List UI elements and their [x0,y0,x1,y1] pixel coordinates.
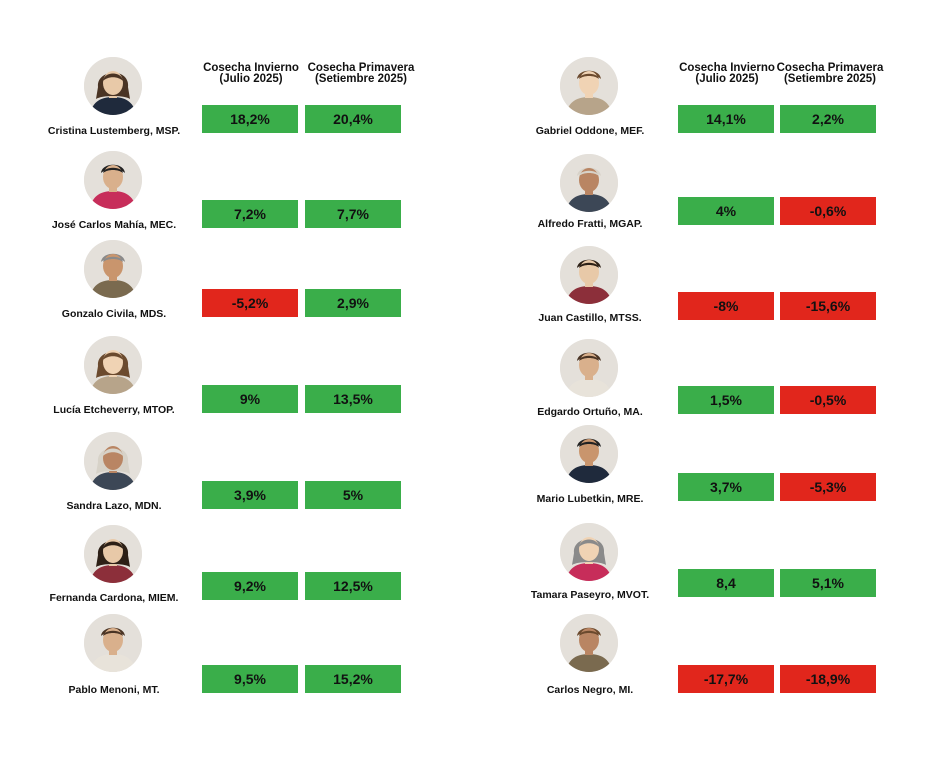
value-cell-invierno: 1,5% [678,386,774,414]
value-cell-primavera: 7,7% [305,200,401,228]
column-header-invierno: Cosecha Invierno (Julio 2025) [195,62,307,85]
man-portrait-icon [560,614,618,672]
column-header-invierno-line2: (Julio 2025) [219,73,283,85]
minister-name: Pablo Menoni, MT. [68,684,160,696]
value-cell-primavera: 12,5% [305,572,401,600]
minister-name: Carlos Negro, MI. [546,684,634,696]
column-header-primavera-line1: Cosecha Primavera [776,62,884,74]
value-cell-primavera: 13,5% [305,385,401,413]
woman-portrait-icon [84,336,142,394]
value-cell-primavera: -0,6% [780,197,876,225]
column-header-invierno-line1: Cosecha Invierno [203,62,299,74]
minister-name: Gabriel Oddone, MEF. [535,125,645,137]
minister-name: Sandra Lazo, MDN. [66,500,162,512]
woman-portrait-icon [84,57,142,115]
woman-portrait-icon [560,523,618,581]
value-cell-invierno: 8,4 [678,569,774,597]
column-header-primavera-line2: (Setiembre 2025) [314,73,408,85]
left-panel: Cosecha Invierno (Julio 2025) Cosecha Pr… [0,0,440,763]
value-cell-invierno: 9,2% [202,572,298,600]
right-panel: Cosecha Invierno (Julio 2025) Cosecha Pr… [476,0,916,763]
value-cell-primavera: 5% [305,481,401,509]
minister-name: Juan Castillo, MTSS. [538,312,642,324]
value-cell-primavera: -18,9% [780,665,876,693]
column-header-primavera-line1: Cosecha Primavera [307,62,415,74]
minister-name: Alfredo Fratti, MGAP. [537,218,643,230]
value-cell-primavera: -15,6% [780,292,876,320]
column-header-invierno-line1: Cosecha Invierno [679,62,775,74]
minister-name: Gonzalo Civila, MDS. [61,308,167,320]
man-portrait-icon [84,240,142,298]
minister-name: Edgardo Ortuño, MA. [537,406,643,418]
minister-name: Lucía Etcheverry, MTOP. [53,404,175,416]
column-header-primavera: Cosecha Primavera (Setiembre 2025) [774,62,886,85]
minister-name: Fernanda Cardona, MIEM. [49,592,179,604]
value-cell-invierno: 18,2% [202,105,298,133]
value-cell-invierno: 3,9% [202,481,298,509]
man-portrait-icon [84,151,142,209]
minister-name: Tamara Paseyro, MVOT. [530,589,650,601]
column-header-invierno-line2: (Julio 2025) [695,73,759,85]
man-portrait-icon [560,246,618,304]
man-portrait-icon [560,339,618,397]
value-cell-primavera: -0,5% [780,386,876,414]
minister-name: Cristina Lustemberg, MSP. [47,125,181,137]
man-portrait-icon [560,154,618,212]
minister-name: José Carlos Mahía, MEC. [51,219,177,231]
value-cell-invierno: 9% [202,385,298,413]
value-cell-invierno: -8% [678,292,774,320]
value-cell-primavera: -5,3% [780,473,876,501]
value-cell-primavera: 2,2% [780,105,876,133]
column-header-primavera: Cosecha Primavera (Setiembre 2025) [305,62,417,85]
man-portrait-icon [84,614,142,672]
woman-portrait-icon [84,432,142,490]
minister-name: Mario Lubetkin, MRE. [536,493,644,505]
value-cell-invierno: 9,5% [202,665,298,693]
value-cell-primavera: 5,1% [780,569,876,597]
value-cell-invierno: 3,7% [678,473,774,501]
value-cell-invierno: 14,1% [678,105,774,133]
value-cell-primavera: 2,9% [305,289,401,317]
value-cell-invierno: 7,2% [202,200,298,228]
woman-portrait-icon [84,525,142,583]
value-cell-primavera: 15,2% [305,665,401,693]
man-portrait-icon [560,57,618,115]
man-portrait-icon [560,425,618,483]
column-header-primavera-line2: (Setiembre 2025) [783,73,877,85]
column-header-invierno: Cosecha Invierno (Julio 2025) [671,62,783,85]
value-cell-primavera: 20,4% [305,105,401,133]
value-cell-invierno: -5,2% [202,289,298,317]
value-cell-invierno: -17,7% [678,665,774,693]
value-cell-invierno: 4% [678,197,774,225]
